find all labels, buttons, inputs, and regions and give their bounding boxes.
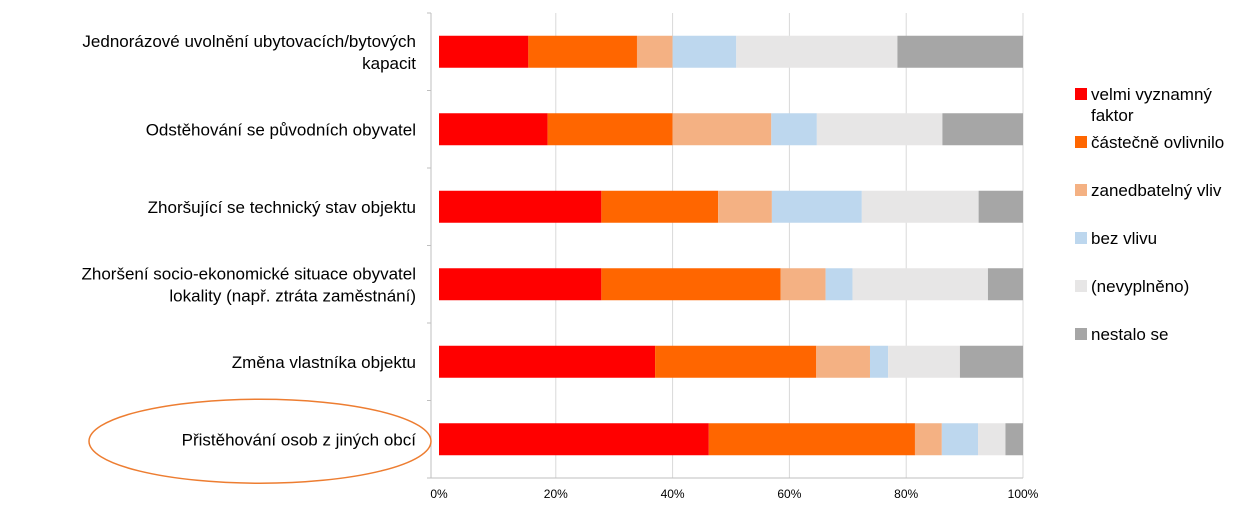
legend-label: částečně ovlivnilo [1091,133,1224,152]
category-label-line: kapacit [362,54,416,73]
bar-segment [672,35,737,68]
bar-segment [439,423,709,456]
x-tick-label: 20% [544,487,568,501]
highlight-ellipse [88,398,432,484]
legend-label-line: částečně ovlivnilo [1091,133,1224,152]
category-label-line: Odstěhování se původních obyvatel [146,120,416,139]
category-label-line: Změna vlastníka objektu [232,353,416,372]
bar-segment [941,423,979,456]
bar-segment [672,113,772,146]
legend-swatch [1075,184,1087,196]
legend-label: zanedbatelný vliv [1091,181,1222,200]
bar-segment [869,345,889,378]
x-tick-label: 0% [430,487,448,501]
category-label-line: lokality (např. ztráta zaměstnání) [169,286,416,305]
category-label: Změna vlastníka objektu [232,353,416,372]
category-label: Jednorázové uvolnění ubytovacích/bytovýc… [82,32,416,73]
legend-label-line: bez vlivu [1091,229,1157,248]
bar-segment [942,113,1023,146]
bar-segment [780,268,826,301]
legend-swatch [1075,136,1087,148]
category-label: Zhoršení socio-ekonomické situace obyvat… [82,264,417,305]
bar-segment [1005,423,1023,456]
legend-label-line: zanedbatelný vliv [1091,181,1222,200]
bar-segment [528,35,637,68]
category-label-line: Jednorázové uvolnění ubytovacích/bytovýc… [82,32,416,51]
bar-segment [816,345,870,378]
x-tick-label: 80% [894,487,918,501]
bar-segment [861,190,979,223]
bar-segment [601,190,719,223]
category-label-line: Zhoršení socio-ekonomické situace obyvat… [82,264,417,283]
bar-segment [718,190,772,223]
bar-segment [439,35,529,68]
legend-label-line: velmi vyznamný [1091,85,1212,104]
bar-segment [439,345,656,378]
category-label: Přistěhování osob z jiných obcí [182,430,417,449]
bar-segment [439,113,548,146]
category-label: Zhoršující se technický stav objektu [148,198,416,217]
bar-segment [897,35,1023,68]
bar-segment [439,190,602,223]
legend-swatch [1075,328,1087,340]
bar-segment [888,345,960,378]
bar-segment [978,190,1023,223]
bar-segment [959,345,1023,378]
bar-segment [914,423,942,456]
legend-swatch [1075,280,1087,292]
legend-swatch [1075,88,1087,100]
bar-segment [816,113,943,146]
bar-segment [655,345,817,378]
legend-label-line: faktor [1091,106,1134,125]
bar-segment [439,268,602,301]
legend-label: bez vlivu [1091,229,1157,248]
category-label: Odstěhování se původních obyvatel [146,120,416,139]
legend-label: nestalo se [1091,325,1169,344]
bar-segment [771,190,862,223]
x-tick-label: 60% [777,487,801,501]
bar-segment [987,268,1023,301]
bar-segment [636,35,673,68]
legend-label-line: nestalo se [1091,325,1169,344]
x-tick-label: 100% [1008,487,1039,501]
legend-label: (nevyplněno) [1091,277,1189,296]
legend-swatch [1075,232,1087,244]
bar-segment [771,113,817,146]
category-label-line: Přistěhování osob z jiných obcí [182,430,417,449]
bar-segment [736,35,898,68]
bar-segment [825,268,853,301]
bar-segment [708,423,915,456]
bar-segment [601,268,781,301]
bar-segment [978,423,1006,456]
legend-label: velmi vyznamný faktor [1091,85,1212,125]
legend-label-line: (nevyplněno) [1091,277,1189,296]
bar-segment [547,113,673,146]
x-tick-label: 40% [661,487,685,501]
bar-segment [852,268,988,301]
category-label-line: Zhoršující se technický stav objektu [148,198,416,217]
